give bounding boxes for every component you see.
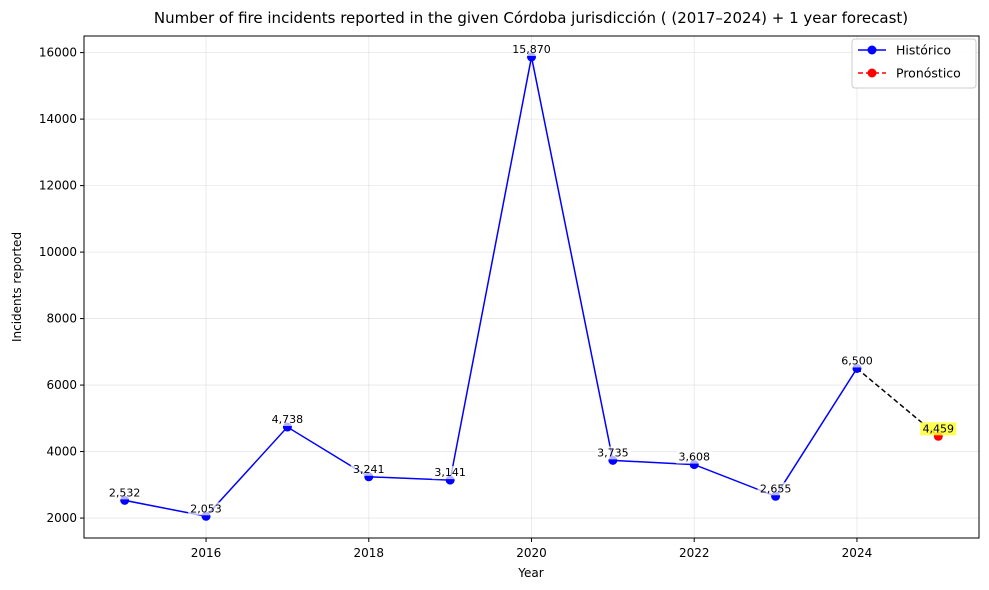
- x-tick-label: 2022: [679, 546, 710, 560]
- legend-pronostico-marker: [867, 68, 877, 78]
- forecast-label-highlight: [920, 422, 957, 436]
- data-label-bg: [757, 482, 794, 496]
- y-tick-label: 2000: [46, 511, 77, 525]
- forecast-data-label: 4,459: [923, 422, 955, 435]
- y-tick-label: 4000: [46, 445, 77, 459]
- legend-pronostico-label: Pronóstico: [896, 66, 961, 81]
- x-tick-label: 2016: [191, 546, 222, 560]
- data-label-bg: [106, 486, 143, 500]
- x-tick-label: 2018: [353, 546, 384, 560]
- y-tick-label: 10000: [39, 245, 77, 259]
- historico-line: [124, 56, 858, 518]
- y-tick-label: 14000: [39, 112, 77, 126]
- x-axis-label: Year: [517, 566, 543, 580]
- data-label: 2,053: [190, 502, 222, 515]
- y-tick-label: 16000: [39, 46, 77, 60]
- data-label-bg: [676, 450, 713, 464]
- data-label: 15,870: [512, 43, 551, 56]
- data-label-bg: [350, 462, 387, 476]
- y-tick-label: 8000: [46, 312, 77, 326]
- legend-historico-marker: [867, 45, 877, 55]
- data-label-bg: [269, 413, 306, 427]
- data-label: 4,738: [272, 413, 304, 426]
- y-axis-label: Incidents reported: [10, 232, 24, 342]
- data-label-bg: [188, 502, 225, 516]
- legend-box: [851, 38, 977, 89]
- y-tick-label: 6000: [46, 378, 77, 392]
- data-label-bg: [432, 466, 469, 480]
- y-tick-label: 12000: [39, 179, 77, 193]
- axis-ticks: 2016 2018 2020 2022 2024 2000 4000 6000 8000 1000…: [39, 46, 872, 560]
- data-label: 3,141: [434, 466, 466, 479]
- data-label-bg: [513, 42, 550, 56]
- x-tick-label: 2024: [842, 546, 873, 560]
- data-label: 3,608: [678, 451, 710, 464]
- legend-historico-label: Histórico: [896, 43, 951, 58]
- grid: [84, 36, 979, 538]
- data-label: 2,655: [760, 482, 792, 495]
- x-tick-label: 2020: [516, 546, 547, 560]
- data-label: 6,500: [841, 354, 873, 367]
- legend: Histórico Pronóstico: [851, 38, 977, 89]
- data-label-bg: [594, 446, 631, 460]
- data-labels: 2,532 2,053 4,738 3,241 3,141 15,870 3,735 3,60…: [106, 42, 957, 516]
- chart-title: Number of fire incidents reported in the…: [154, 9, 908, 27]
- data-label: 2,532: [109, 486, 141, 499]
- data-label: 3,241: [353, 463, 385, 476]
- data-label: 3,735: [597, 446, 629, 459]
- data-label-bg: [838, 354, 875, 368]
